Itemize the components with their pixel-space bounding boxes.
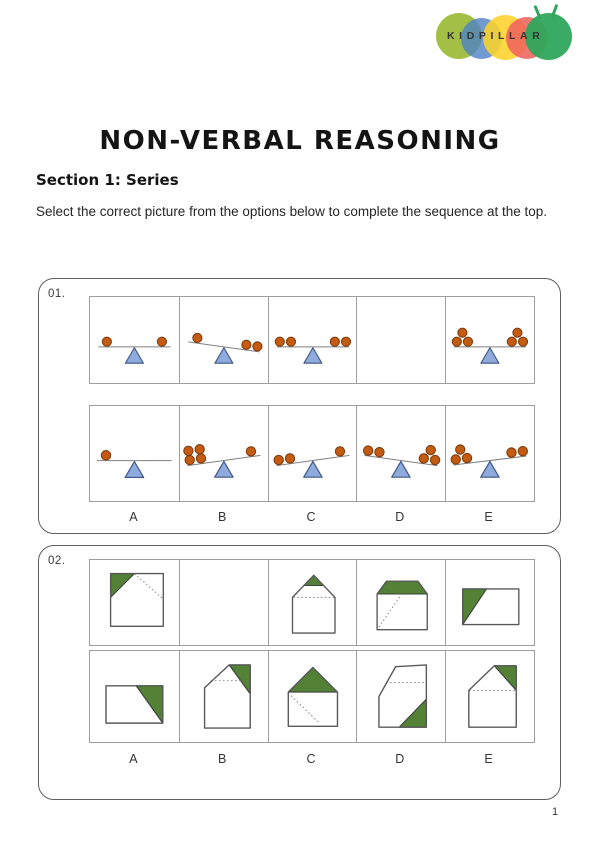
- logo-wordmark: KIDPILLAR: [447, 30, 545, 42]
- shape-figure: [287, 666, 338, 728]
- option-cell-c[interactable]: [267, 651, 357, 742]
- sequence-cell: [178, 297, 268, 383]
- option-cell-d[interactable]: [356, 406, 445, 501]
- option-label-b: B: [218, 752, 227, 766]
- shape-figure: [462, 588, 520, 626]
- shape-figure: [378, 664, 428, 728]
- sequence-cell-empty: [178, 560, 268, 645]
- option-cell-c[interactable]: [267, 406, 357, 501]
- option-cell-d[interactable]: [356, 651, 445, 742]
- option-label-a: A: [129, 752, 138, 766]
- seesaw-figure: [98, 336, 171, 364]
- sequence-cell: [90, 297, 179, 383]
- option-cell-e[interactable]: [445, 406, 534, 501]
- sequence-cell: [90, 560, 179, 645]
- option-labels: A B C D E: [89, 752, 533, 766]
- shape-figure: [105, 685, 164, 724]
- option-label-a: A: [129, 510, 138, 524]
- shape-figure: [203, 664, 251, 729]
- page-title: NON-VERBAL REASONING: [99, 126, 501, 156]
- option-cell-e[interactable]: [445, 651, 534, 742]
- option-cell-a[interactable]: [90, 651, 179, 742]
- question-box-01: 01. A B C D E: [38, 278, 561, 534]
- option-label-d: D: [395, 510, 405, 524]
- option-label-b: B: [218, 510, 227, 524]
- sequence-cell: [267, 560, 357, 645]
- seesaw-figure: [273, 446, 350, 478]
- option-labels: A B C D E: [89, 510, 533, 524]
- option-label-e: E: [484, 510, 493, 524]
- option-label-e: E: [484, 752, 493, 766]
- question-number: 02.: [48, 555, 66, 567]
- sequence-cell-empty: [356, 297, 445, 383]
- sequence-cell: [356, 560, 445, 645]
- seesaw-figure: [187, 332, 263, 364]
- seesaw-figure: [450, 444, 529, 478]
- kidpillar-logo: KIDPILLAR: [436, 3, 572, 66]
- options-row: [89, 405, 535, 502]
- option-label-d: D: [395, 752, 405, 766]
- sequence-cell: [267, 297, 357, 383]
- shape-figure: [291, 574, 336, 634]
- question-box-02: 02. A B C D E: [38, 545, 561, 800]
- instruction-text: Select the correct picture from the opti…: [36, 204, 548, 219]
- sequence-row: [89, 559, 535, 646]
- option-cell-a[interactable]: [90, 406, 179, 501]
- logo-circle: [525, 13, 572, 60]
- sequence-row: [89, 296, 535, 384]
- seesaw-figure: [183, 444, 261, 478]
- option-label-c: C: [306, 510, 316, 524]
- page-number: 1: [552, 806, 559, 818]
- sequence-cell: [445, 560, 534, 645]
- shape-figure: [109, 572, 164, 627]
- seesaw-figure: [97, 450, 172, 479]
- option-cell-b[interactable]: [178, 406, 268, 501]
- option-label-c: C: [306, 752, 316, 766]
- seesaw-figure: [274, 336, 351, 364]
- question-number: 01.: [48, 288, 66, 300]
- sequence-cell: [445, 297, 534, 383]
- option-cell-b[interactable]: [178, 651, 268, 742]
- section-heading: Section 1: Series: [36, 171, 179, 189]
- options-row: [89, 650, 535, 743]
- shape-figure: [468, 665, 518, 728]
- seesaw-figure: [451, 327, 529, 364]
- seesaw-figure: [363, 444, 441, 478]
- shape-figure: [376, 580, 429, 631]
